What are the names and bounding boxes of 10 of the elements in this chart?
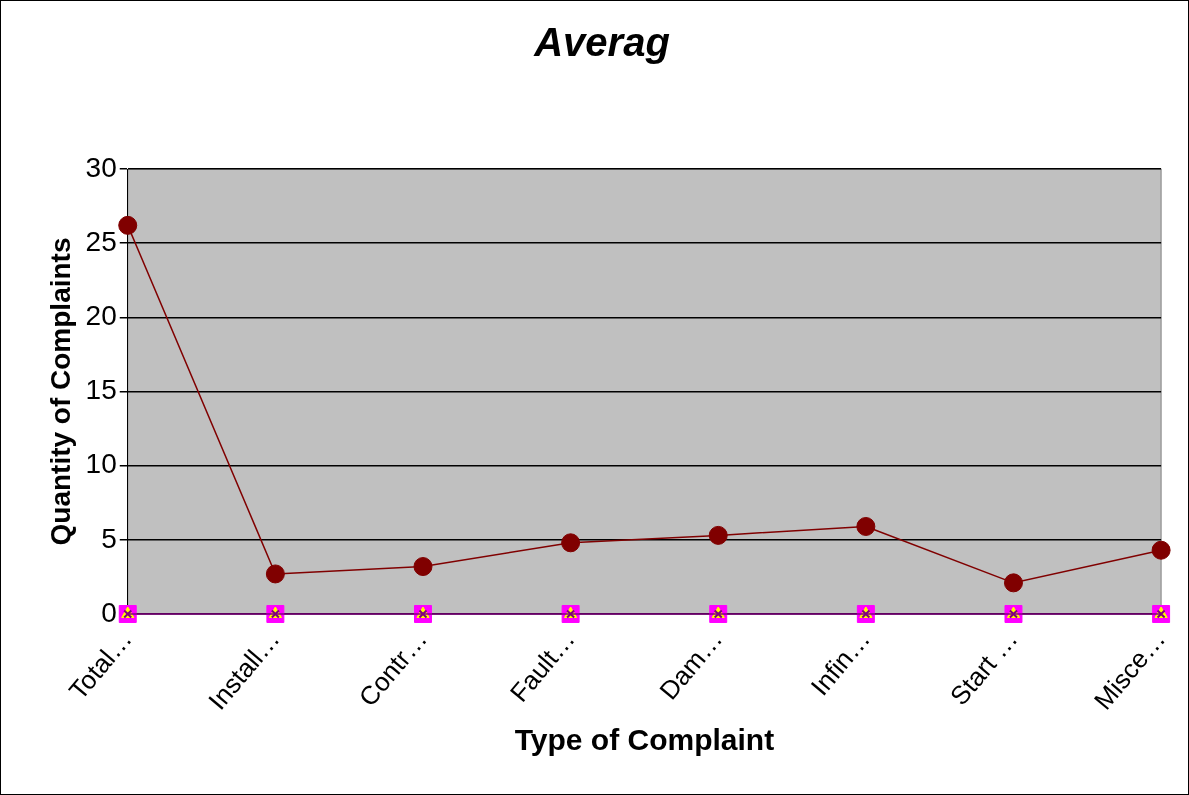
chart-title: Averag	[533, 20, 670, 65]
y-tick-label: 5	[101, 522, 117, 554]
y-tick-label: 25	[85, 225, 117, 257]
x-axis-title: Type of Complaint	[514, 723, 775, 757]
y-tick-label: 15	[85, 374, 117, 406]
y-axis-title: Quantity of Complaints	[44, 237, 76, 546]
y-tick-label: 0	[101, 596, 117, 628]
y-tick-label: 10	[85, 448, 117, 480]
y-tick-label: 20	[85, 300, 117, 332]
y-tick-label: 30	[85, 151, 117, 183]
